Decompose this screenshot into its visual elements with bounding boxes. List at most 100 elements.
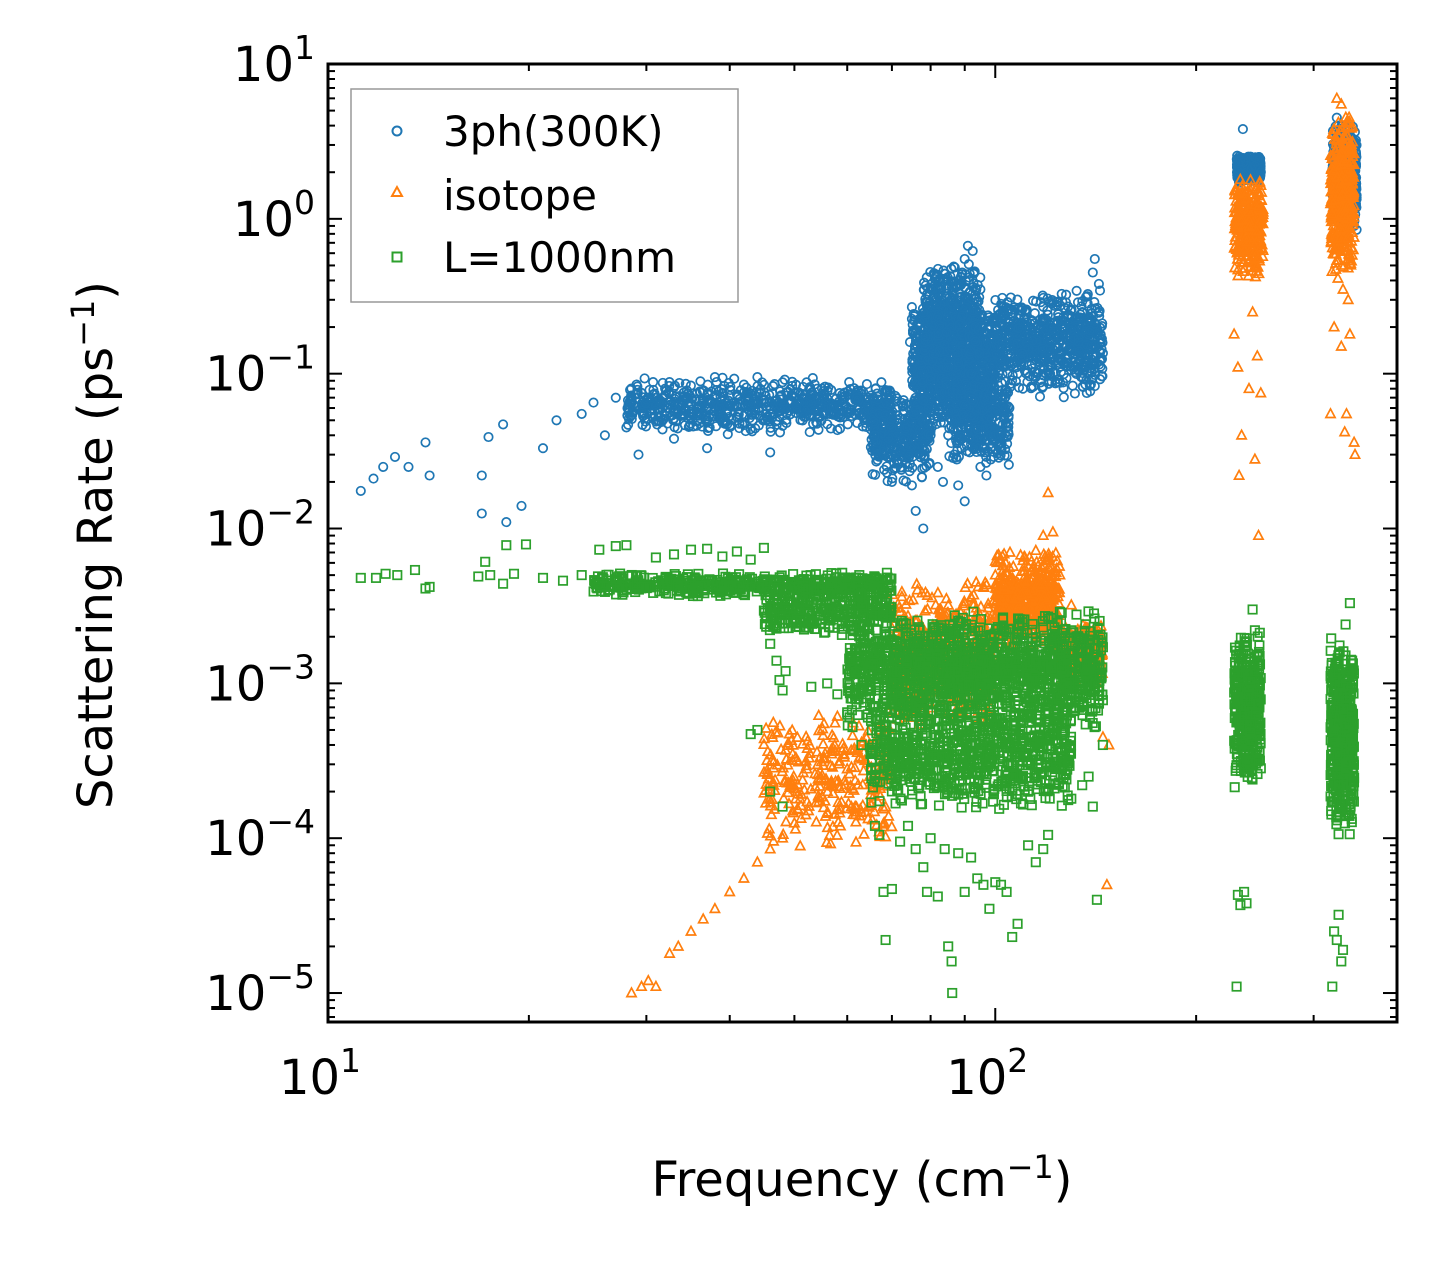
data-point (842, 419, 853, 430)
data-point (921, 461, 932, 472)
data-point (672, 408, 683, 419)
data-layer (355, 91, 1362, 999)
data-point (806, 387, 818, 398)
data-point (922, 418, 934, 430)
data-point (781, 417, 792, 429)
data-point (924, 458, 935, 469)
data-point (737, 419, 748, 430)
data-point (891, 396, 902, 407)
data-point (805, 410, 816, 421)
data-point (649, 405, 660, 416)
data-point (870, 383, 881, 394)
data-point (768, 408, 779, 419)
data-point (898, 475, 909, 486)
data-point (909, 315, 920, 326)
data-point (813, 394, 824, 405)
data-point (735, 385, 746, 396)
data-point (776, 390, 787, 401)
data-point (881, 398, 892, 409)
data-point (898, 405, 909, 416)
data-point (639, 373, 650, 384)
data-point (786, 390, 797, 401)
data-point (799, 411, 810, 423)
data-point (722, 405, 733, 416)
data-point (702, 387, 713, 399)
data-point (668, 398, 679, 409)
data-point (680, 378, 691, 389)
data-point (832, 425, 843, 436)
data-point (702, 425, 714, 436)
data-point (729, 400, 740, 411)
data-point (811, 418, 823, 429)
data-point (872, 454, 883, 466)
data-point (867, 469, 878, 480)
data-point (644, 406, 655, 417)
data-point (652, 415, 663, 426)
data-point (748, 398, 759, 410)
data-point (679, 420, 690, 431)
data-point (870, 450, 881, 461)
data-point (892, 427, 903, 439)
data-point (804, 427, 815, 438)
data-point (623, 403, 634, 414)
data-point (907, 462, 918, 473)
data-point (640, 398, 651, 409)
data-point (890, 462, 902, 473)
data-point (695, 376, 706, 387)
data-point (674, 390, 685, 402)
data-point (868, 411, 879, 422)
data-point (886, 422, 897, 433)
data-point (657, 424, 668, 435)
data-point (861, 379, 872, 390)
data-point (695, 387, 706, 398)
data-point (916, 472, 927, 483)
data-point (722, 429, 733, 440)
data-point (890, 390, 901, 401)
data-point (716, 395, 727, 406)
data-point (895, 462, 906, 473)
data-point (662, 418, 673, 429)
data-point (906, 313, 917, 324)
data-point (828, 402, 839, 413)
data-point (631, 389, 642, 400)
data-point (885, 410, 896, 421)
data-point (743, 400, 754, 412)
data-point (813, 424, 824, 435)
data-point (868, 393, 880, 404)
data-point (691, 407, 702, 418)
data-point (747, 426, 758, 437)
data-point (883, 432, 894, 444)
data-point (852, 385, 863, 396)
data-point (906, 302, 917, 313)
data-point (903, 447, 915, 458)
data-point (696, 407, 707, 418)
data-point (900, 423, 911, 434)
data-point (719, 380, 730, 392)
data-point (764, 416, 775, 427)
data-point (928, 385, 939, 396)
data-point (807, 373, 818, 384)
data-point (880, 410, 891, 421)
data-point (903, 451, 915, 462)
data-point (775, 400, 787, 411)
data-point (871, 456, 882, 467)
data-point (852, 404, 863, 416)
data-point (880, 385, 891, 396)
data-point (876, 377, 887, 388)
data-point (874, 408, 885, 419)
data-point (694, 418, 705, 429)
data-point (623, 413, 634, 424)
data-point (844, 377, 855, 388)
data-point (750, 423, 761, 434)
data-point (910, 411, 921, 422)
data-point (669, 403, 680, 415)
data-point (719, 416, 730, 428)
data-point (898, 409, 909, 420)
data-point (679, 403, 690, 415)
data-point (711, 384, 722, 396)
data-point (650, 400, 661, 412)
data-point (669, 380, 680, 391)
data-point (881, 467, 893, 478)
data-point (701, 413, 712, 424)
